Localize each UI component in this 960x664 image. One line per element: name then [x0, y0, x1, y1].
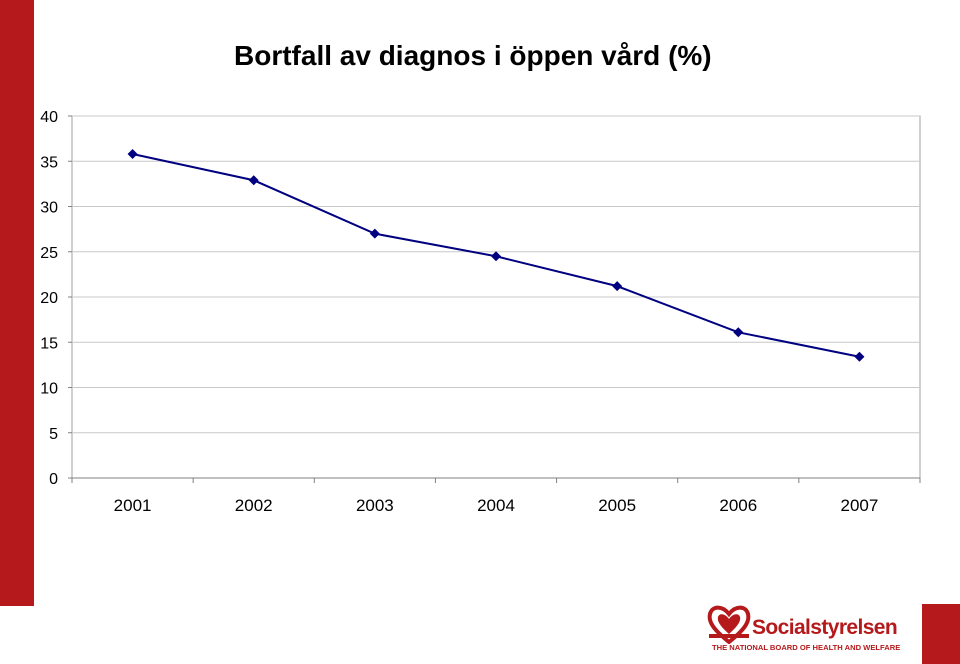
corner-accent-block [922, 604, 960, 664]
data-point [248, 175, 259, 186]
y-tick-label: 40 [40, 109, 58, 126]
chart-title: Bortfall av diagnos i öppen vård (%) [234, 40, 712, 71]
x-tick-label: 2003 [356, 496, 394, 515]
logo-wordmark: Socialstyrelsen [752, 616, 898, 639]
data-point [127, 149, 138, 160]
y-tick-label: 35 [40, 154, 58, 171]
y-tick-label: 15 [40, 335, 58, 352]
y-tick-label: 25 [40, 245, 58, 262]
x-tick-label: 2006 [719, 496, 757, 515]
left-accent-bar [0, 0, 34, 606]
x-tick-label: 2007 [841, 496, 879, 515]
x-tick-label: 2001 [114, 496, 152, 515]
x-tick-label: 2005 [598, 496, 636, 515]
heart-emblem-icon [707, 605, 751, 644]
logo-subtitle: THE NATIONAL BOARD OF HEALTH AND WELFARE [712, 643, 901, 652]
x-tick-label: 2004 [477, 496, 515, 515]
y-tick-label: 0 [49, 471, 58, 488]
data-point [612, 281, 623, 292]
x-tick-label: 2002 [235, 496, 273, 515]
data-point [854, 351, 865, 362]
y-tick-label: 10 [40, 381, 58, 398]
socialstyrelsen-logo: Socialstyrelsen THE NATIONAL BOARD OF HE… [706, 600, 912, 660]
y-tick-label: 5 [49, 426, 58, 443]
y-tick-label: 30 [40, 200, 58, 217]
y-tick-label: 20 [40, 290, 58, 307]
data-point [491, 251, 501, 262]
data-point [369, 228, 380, 239]
data-point [733, 327, 744, 338]
